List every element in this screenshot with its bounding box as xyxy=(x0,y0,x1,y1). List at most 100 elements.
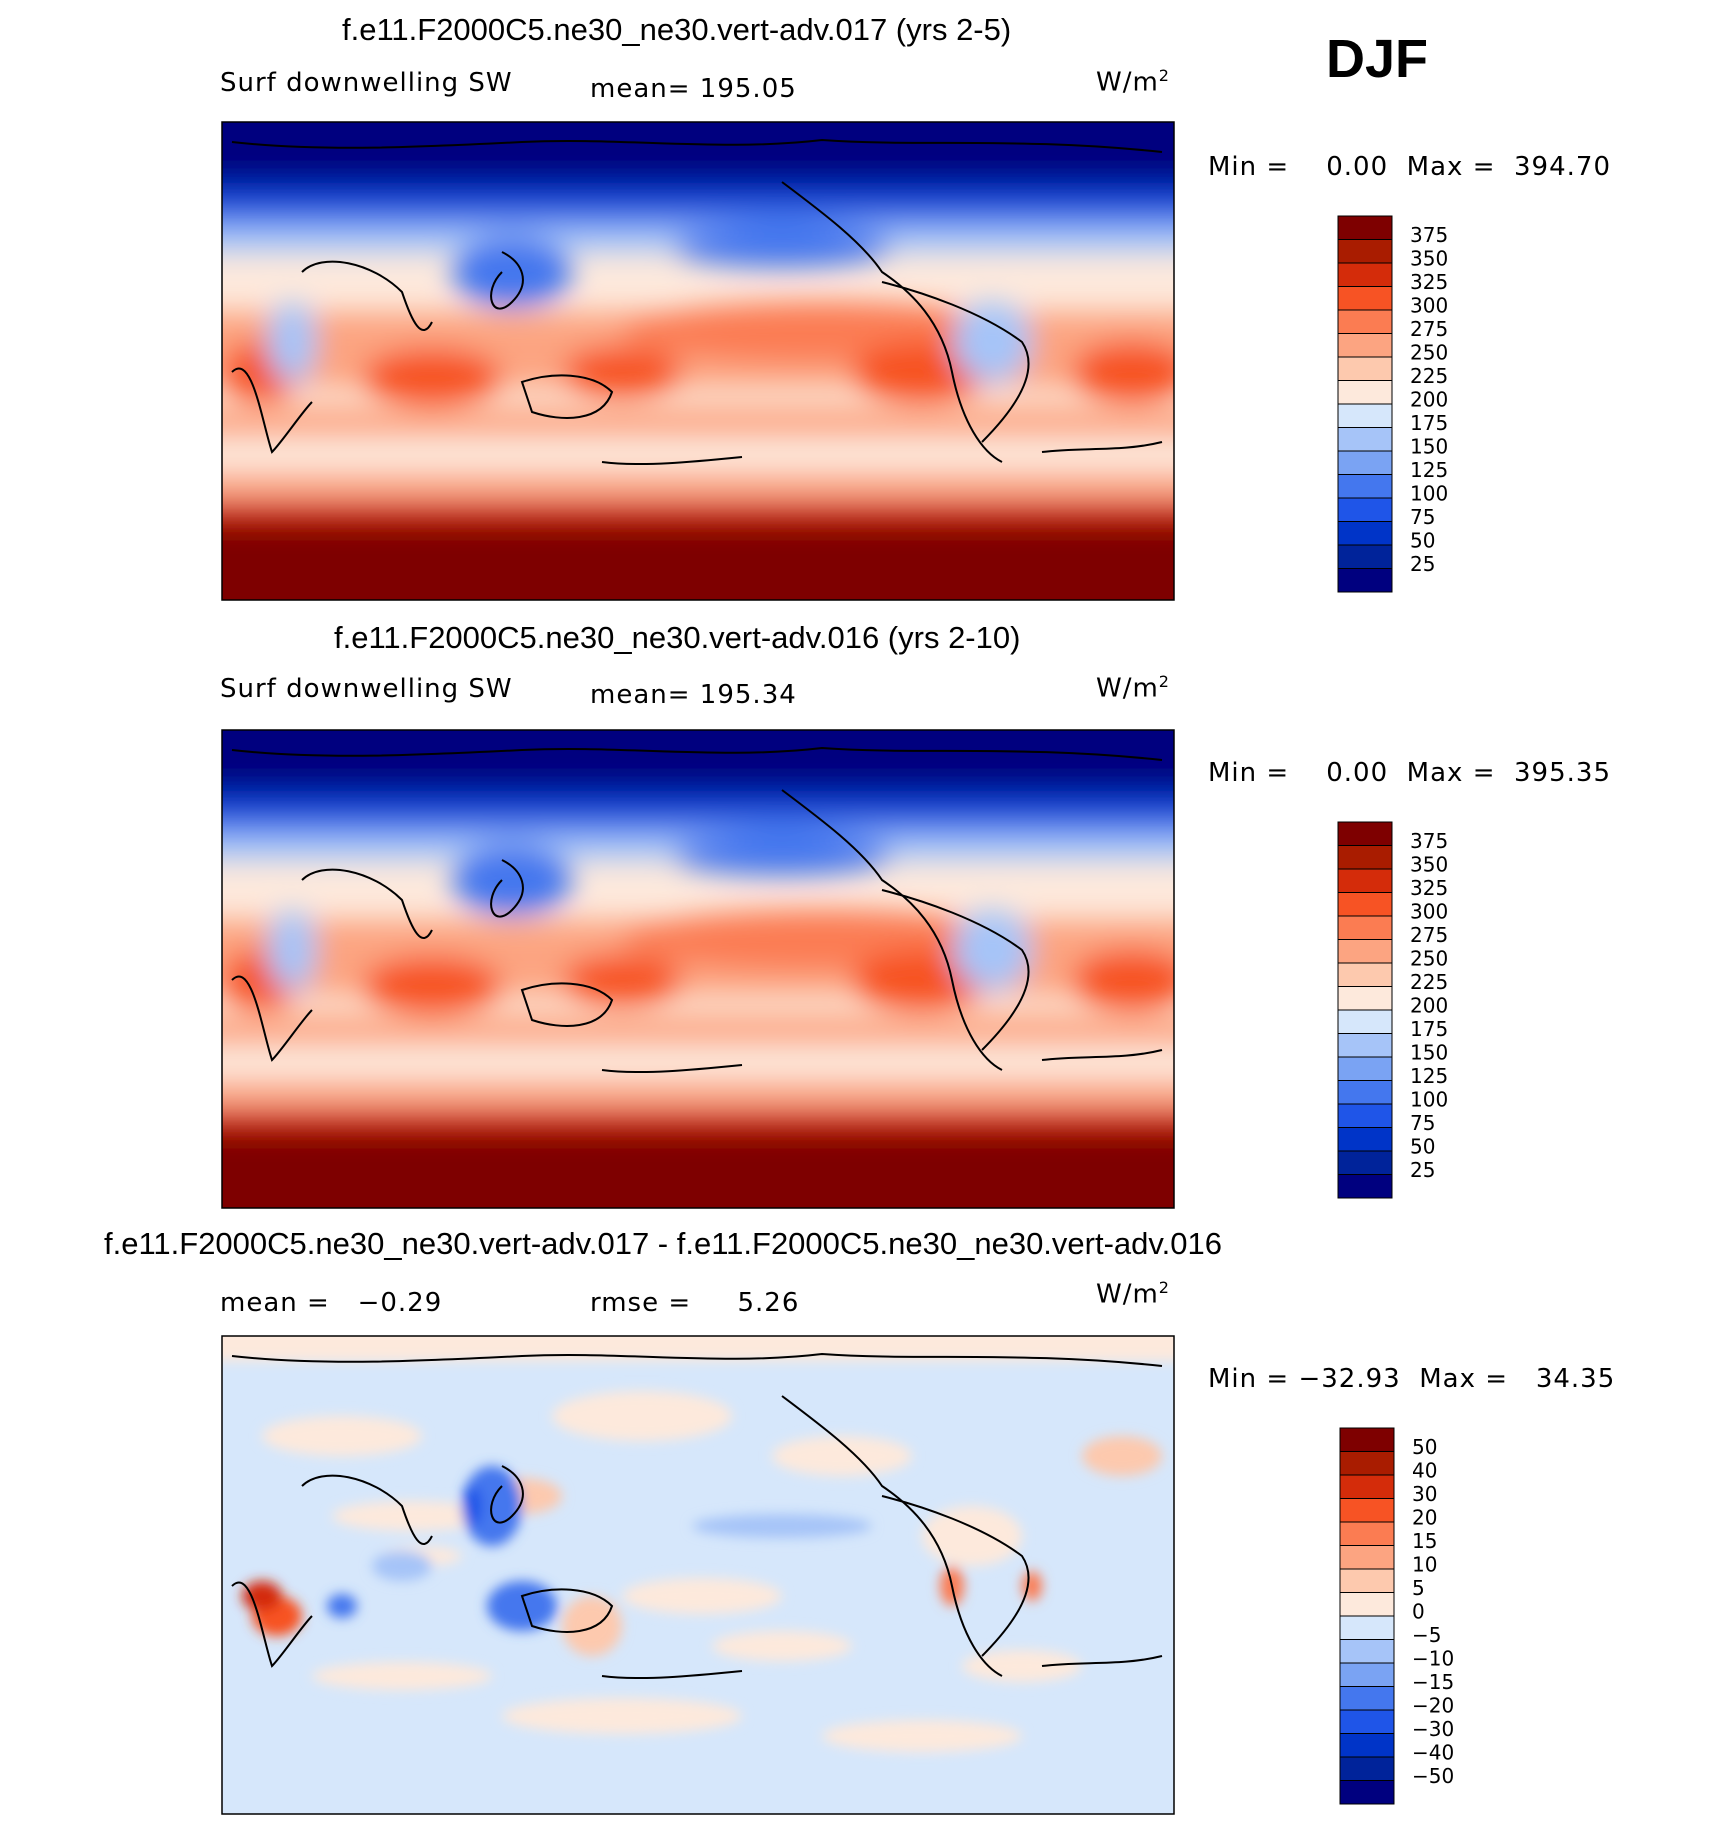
panel-2-colorbar-tick: 225 xyxy=(1410,970,1448,994)
panel-1-colorbar-tick: 75 xyxy=(1410,505,1435,529)
panel-1-colorbar-box xyxy=(1337,333,1393,358)
panel-1-colorbar-tick: 50 xyxy=(1410,529,1435,553)
panel-1-colorbar-tick: 100 xyxy=(1410,482,1448,506)
panel-2-colorbar: 375 350 325 300 275 250 225 200 175 150 … xyxy=(1337,821,1448,1199)
panel-1-colorbar: 375 350 325 300 275 250 225 200 175 150 … xyxy=(1337,215,1448,593)
panel-1-colorbar-box xyxy=(1337,521,1393,546)
panel-3-colorbar-tick: −15 xyxy=(1412,1670,1454,1694)
panel-1-colorbar-tick: 175 xyxy=(1410,411,1448,435)
panel-3-colorbar-tick: 50 xyxy=(1412,1435,1437,1459)
panel-3-colorbar-tick: 40 xyxy=(1412,1459,1437,1483)
panel-3-colorbar-tick: 10 xyxy=(1412,1553,1437,1577)
panel-1-colorbar-tick: 200 xyxy=(1410,388,1448,412)
panel-3-colorbar-box xyxy=(1339,1780,1395,1805)
panel-3-colorbar-box xyxy=(1339,1709,1395,1734)
panel-3-colorbar-box xyxy=(1339,1615,1395,1640)
panel-1-map xyxy=(221,121,1175,601)
panel-3-colorbar: 50 40 30 20 15 10 5 0 −5 −10 −15 −20 −30… xyxy=(1339,1427,1454,1805)
panel-2-colorbar-tick: 150 xyxy=(1410,1041,1448,1065)
panel-3-colorbar-box xyxy=(1339,1686,1395,1711)
panel-2-colorbar-tick: 275 xyxy=(1410,923,1448,947)
panel-3-colorbar-box xyxy=(1339,1451,1395,1476)
panel-3-rmse: rmse = 5.26 xyxy=(590,1288,799,1318)
panel-1-min-value: 0.00 xyxy=(1326,152,1389,182)
panel-1-colorbar-tick: 275 xyxy=(1410,317,1448,341)
season-label: DJF xyxy=(1326,29,1429,89)
panel-1-colorbar-tick: 300 xyxy=(1410,294,1448,318)
panel-3-colorbar-tick: −20 xyxy=(1412,1694,1454,1718)
panel-3-map xyxy=(221,1335,1175,1815)
panel-3-colorbar-boxes xyxy=(1339,1427,1395,1805)
panel-2-colorbar-box xyxy=(1337,1056,1393,1081)
panel-1-colorbar-ticks: 375 350 325 300 275 250 225 200 175 150 … xyxy=(1410,223,1448,576)
panel-3-colorbar-tick: −5 xyxy=(1412,1623,1441,1647)
panel-3-colorbar-box xyxy=(1339,1474,1395,1499)
panel-3-colorbar-box xyxy=(1339,1545,1395,1570)
panel-2-colorbar-box xyxy=(1337,1103,1393,1128)
panel-1-minmax: Min = 0.00 Max = 394.70 xyxy=(1208,152,1611,182)
panel-1-colorbar-box xyxy=(1337,286,1393,311)
panel-1-colorbar-box xyxy=(1337,356,1393,381)
panel-3-colorbar-tick: 5 xyxy=(1412,1576,1425,1600)
panel-1-colorbar-tick: 225 xyxy=(1410,364,1448,388)
panel-2-colorbar-box xyxy=(1337,1080,1393,1105)
panel-1-colorbar-box xyxy=(1337,474,1393,499)
panel-1-units: W/m2 xyxy=(1096,66,1170,98)
panel-1-colorbar-tick: 350 xyxy=(1410,247,1448,271)
panel-1-min-label: Min = xyxy=(1208,152,1290,182)
panel-1-mean-label: mean= xyxy=(590,74,691,104)
panel-2-colorbar-tick: 125 xyxy=(1410,1064,1448,1088)
panel-1-mean-value: 195.05 xyxy=(699,74,797,104)
panel-3-title: f.e11.F2000C5.ne30_ne30.vert-adv.017 - f… xyxy=(104,1226,1222,1261)
panel-3-min-value: −32.93 xyxy=(1298,1364,1401,1394)
panel-3-colorbar-tick: 20 xyxy=(1412,1506,1437,1530)
panel-2-colorbar-box xyxy=(1337,939,1393,964)
panel-2-minmax: Min = 0.00 Max = 395.35 xyxy=(1208,758,1611,788)
panel-3-colorbar-box xyxy=(1339,1639,1395,1664)
panel-2-max-label: Max = xyxy=(1406,758,1496,788)
panel-3-colorbar-box xyxy=(1339,1498,1395,1523)
panel-2-colorbar-box xyxy=(1337,821,1393,846)
panel-2-colorbar-box xyxy=(1337,1174,1393,1199)
panel-3-colorbar-box xyxy=(1339,1568,1395,1593)
panel-1-colorbar-tick: 375 xyxy=(1410,223,1448,247)
panel-2-colorbar-tick: 75 xyxy=(1410,1111,1435,1135)
panel-3-max-value: 34.35 xyxy=(1535,1364,1616,1394)
panel-3-rmse-label: rmse = xyxy=(590,1288,692,1318)
panel-1-mean: mean= 195.05 xyxy=(590,74,797,104)
panel-3-max-label: Max = xyxy=(1419,1364,1509,1394)
panel-2-colorbar-box xyxy=(1337,915,1393,940)
panel-2-colorbar-boxes xyxy=(1337,821,1393,1199)
panel-2-colorbar-tick: 375 xyxy=(1410,829,1448,853)
panel-3-colorbar-box xyxy=(1339,1733,1395,1758)
panel-1-colorbar-box xyxy=(1337,497,1393,522)
panel-2-mean-value: 195.34 xyxy=(699,680,797,710)
panel-1-colorbar-tick: 150 xyxy=(1410,435,1448,459)
panel-2-colorbar-box xyxy=(1337,986,1393,1011)
panel-3-colorbar-tick: −40 xyxy=(1412,1741,1454,1765)
panel-1-colorbar-tick: 250 xyxy=(1410,341,1448,365)
panel-2-mean: mean= 195.34 xyxy=(590,680,797,710)
panel-1-colorbar-box xyxy=(1337,544,1393,569)
panel-3-colorbar-tick: −10 xyxy=(1412,1647,1454,1671)
panel-2-colorbar-box xyxy=(1337,892,1393,917)
panel-2-title: f.e11.F2000C5.ne30_ne30.vert-adv.016 (yr… xyxy=(334,620,1021,655)
panel-2-variable-label: Surf downwelling SW xyxy=(220,674,513,704)
panel-2-colorbar-box xyxy=(1337,1150,1393,1175)
panel-2-min-value: 0.00 xyxy=(1326,758,1389,788)
panel-2-min-label: Min = xyxy=(1208,758,1290,788)
panel-2-units: W/m2 xyxy=(1096,672,1170,704)
panel-2-colorbar-box xyxy=(1337,845,1393,870)
panel-1-colorbar-box xyxy=(1337,239,1393,264)
panel-3-colorbar-tick: 0 xyxy=(1412,1600,1425,1624)
panel-2-colorbar-tick: 50 xyxy=(1410,1135,1435,1159)
panel-2-colorbar-box xyxy=(1337,1033,1393,1058)
panel-3-colorbar-ticks: 50 40 30 20 15 10 5 0 −5 −10 −15 −20 −30… xyxy=(1412,1435,1454,1788)
panel-1-max-value: 394.70 xyxy=(1514,152,1611,182)
panel-3-minmax: Min = −32.93 Max = 34.35 xyxy=(1208,1364,1615,1394)
panel-2-colorbar-box xyxy=(1337,1009,1393,1034)
panel-3-colorbar-box xyxy=(1339,1662,1395,1687)
panel-2-map xyxy=(221,729,1175,1209)
panel-3-colorbar-tick: 15 xyxy=(1412,1529,1437,1553)
panel-1-colorbar-tick: 325 xyxy=(1410,270,1448,294)
